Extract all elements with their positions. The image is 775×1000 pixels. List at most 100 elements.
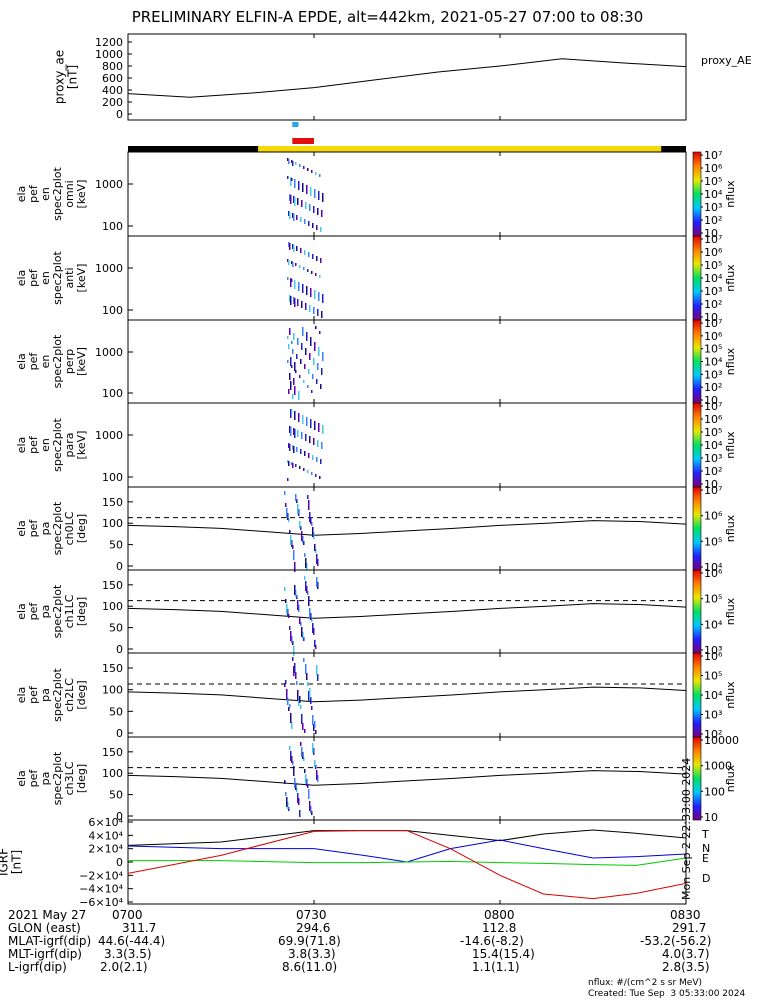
spectrogram-pixel [290,535,292,545]
spectrogram-pixel [291,540,293,547]
spectrogram-pixel [308,369,310,374]
spectrogram-pixel [287,360,289,363]
spectrogram-pixel [286,508,288,518]
colorbar-tick-label: 10⁵ [704,259,722,272]
xaxis-cell: -53.2(-56.2) [640,934,712,948]
spectrogram-pixel [311,811,313,815]
y-tick-label: 0 [116,810,123,823]
spectrogram-pixel [303,267,305,270]
spectrogram-pixel [297,690,299,700]
spectrogram-pixel [300,449,302,454]
sat-marker [292,122,299,127]
spectrogram-pixel [300,359,302,364]
igrf-legend-label: T [701,828,709,841]
pitch-angle-ylabel: ela pef pa spec2plot ch2LC [deg] [15,668,88,722]
spectrogram-pixel [286,604,288,614]
axis-label-line: spec2plot [51,418,64,472]
spectrogram-pixel [309,608,311,618]
y-tick-label: 400 [102,84,123,97]
spectrogram-pixel [304,451,306,456]
colorbar-tick-label: 10 [704,227,718,240]
xaxis-cell: 2.8(3.5) [662,960,710,974]
spectrogram-pixel [304,364,306,369]
spectrogram-pixel [287,176,289,179]
spectrogram-pixel [301,747,303,757]
xaxis-cell: 69.9(71.8) [278,934,341,948]
spectrogram-pixel [304,769,306,773]
colorbar-tick-label: 10³ [704,452,722,465]
y-tick-label: 0 [116,727,123,740]
colorbar-tick-label: 10⁵ [704,426,722,439]
spectrogram-pixel [300,622,302,626]
spectrogram-pixel [313,532,315,539]
y-tick-label: −4×10⁴ [79,883,123,896]
colorbar-tick-label: 10³ [704,709,722,722]
spectrogram-pixel [321,210,323,217]
axis-label-line: [deg] [75,514,88,543]
spectrogram-pixel [295,464,297,467]
colorbar-tick-label: 10000 [704,734,739,747]
axis-label-line: ela [15,353,28,370]
spectrogram-pixel [303,637,305,641]
spectrogram-pixel [319,174,321,177]
igrf-series-line [127,839,687,863]
colorbar-tick-label: 10⁷ [704,484,722,497]
spectrogram-pixel [303,468,305,471]
spectrogram-pixel [312,254,314,259]
axis-label-line: omni [63,180,76,207]
spectrogram-pixel [292,445,294,450]
spectrogram-pixel [296,788,298,792]
spectrogram-pixel [312,374,314,379]
proxy-ae-ylabel: proxy_ae [nT] [53,50,80,104]
spectrogram-pixel [293,196,295,203]
axis-label-line: spec2plot [51,167,64,221]
spectrogram-pixel [290,631,292,641]
spectrogram-pixel [320,258,322,263]
axis-label-line: [deg] [75,764,88,793]
y-tick-label: 1000 [95,429,123,442]
y-tick-label: 2×10⁴ [88,843,123,856]
axis-label-line: pef [27,769,40,788]
y-tick-label: 100 [102,767,123,780]
spectrogram-pixel [285,792,287,796]
spectrogram-pixel [290,278,292,287]
spectrogram-pixel [313,307,315,314]
spectrogram-pixel [316,256,318,261]
spectrogram-pixel [315,549,317,553]
y-tick-label: 50 [109,789,123,802]
spectrogram-pixel [321,311,323,318]
colorbar-tick-label: 10⁷ [704,400,722,413]
spectrogram-pixel [295,672,297,679]
axis-label-line: pef [27,268,40,287]
spectrogram-pixel [309,436,311,443]
spectrogram-pixel [296,215,298,220]
y-tick-label: 100 [102,220,123,233]
spectrogram-pixel [290,381,292,390]
y-tick-label: 1000 [95,178,123,191]
loss-cone-solid-line [127,686,687,703]
colorbar-tick-label: 10⁶ [704,246,723,259]
colorbar-tick-label: 10² [704,381,722,394]
colorbar-tick-label: 10² [704,298,722,311]
spectrogram-pixel [313,628,315,635]
pitch-angle-ylabel: ela pef pa spec2plot ch1LC [deg] [15,584,88,638]
colorbar [692,486,702,571]
y-tick-label: 0 [116,643,123,656]
xaxis-row-label-date: 2021 May 27 [8,908,87,922]
axis-label-line: pef [27,602,40,621]
colorbar-tick-label: 10³ [704,201,722,214]
spectrogram-pixel [287,259,289,262]
colorbar-tick-label: 10⁶ [704,413,723,426]
spectrogram-pixel [315,273,317,276]
axis-label-line: en [39,438,52,452]
spectrogram-pixel [289,530,291,534]
spectrogram-pixel [322,294,324,303]
spectrogram-pixel [317,559,319,566]
spectrogram-pixel [319,476,321,479]
spectrogram-pixel [305,202,307,209]
proxy-ae-frame [127,33,687,121]
spectrogram-pixel [290,177,292,186]
spectrogram-pixel [301,627,303,637]
spectrogram-pixel [316,379,318,384]
spectrogram-pixel [310,517,312,524]
